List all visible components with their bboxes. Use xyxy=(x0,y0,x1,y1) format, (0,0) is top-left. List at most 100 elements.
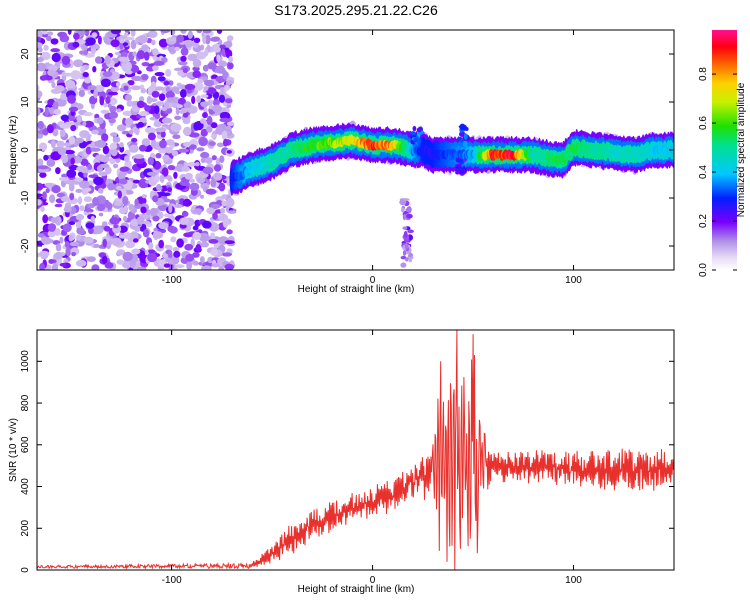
spectrogram-noise-cell xyxy=(66,169,77,178)
spectrogram-noise-cell xyxy=(102,238,108,248)
spectrogram-noise-cell xyxy=(198,261,207,266)
spectrogram-noise-cell xyxy=(105,96,111,104)
spectrogram-noise-cell xyxy=(78,180,90,189)
spectrogram-noise-cell xyxy=(83,196,93,203)
spectrogram-noise-cell xyxy=(50,38,59,45)
spectrogram-noise-cell xyxy=(104,55,112,65)
spectrogram-noise-cell xyxy=(183,126,192,136)
spectrogram-noise-cell xyxy=(193,260,199,266)
spectrogram-noise-cell xyxy=(196,147,205,152)
spectrogram-noise-cell xyxy=(119,166,130,172)
spectrogram-noise-cell xyxy=(204,48,209,57)
spectrogram-noise-cell xyxy=(50,217,58,224)
spectrogram-noise-cell xyxy=(94,84,105,92)
spectrogram-noise-cell xyxy=(141,61,150,67)
spectrogram-noise-cell xyxy=(45,188,50,194)
spectrogram-noise-cell xyxy=(47,223,57,232)
spectrogram-noise-cell xyxy=(46,159,56,167)
spectrogram-noise-cell xyxy=(151,90,160,98)
spectrogram-noise-cell xyxy=(37,120,44,130)
spectrogram-noise-cell xyxy=(70,157,75,165)
spectrogram-noise-cell xyxy=(207,62,217,70)
spectrogram-noise-cell xyxy=(208,141,216,147)
spectrogram-noise-cell xyxy=(37,62,47,72)
spectrogram-patch-cell xyxy=(400,262,407,268)
y-tick-label: 10 xyxy=(20,96,31,108)
spectrogram-noise-cell xyxy=(211,263,221,268)
spectrogram-noise-cell xyxy=(133,128,140,135)
spectrogram-noise-cell xyxy=(98,212,104,217)
x-tick-label: -100 xyxy=(162,275,182,286)
spectrogram-noise-cell xyxy=(164,244,170,249)
spectrogram-noise-cell xyxy=(192,231,201,240)
spectrogram-noise-cell xyxy=(154,105,160,115)
spectrogram-noise-cell xyxy=(147,30,158,38)
spectrogram-noise-cell xyxy=(124,155,130,163)
spectrogram-noise-cell xyxy=(210,178,217,188)
spectrogram-noise-cell xyxy=(137,35,148,44)
spectrogram-noise-cell xyxy=(206,125,213,133)
snr-series-line xyxy=(37,330,674,570)
spectrogram-noise-cell xyxy=(188,132,200,138)
spectrogram-noise-cell xyxy=(152,48,159,56)
spectrogram-noise-cell xyxy=(98,171,109,177)
y-tick-label: 0 xyxy=(20,147,31,153)
spectrogram-patch-cell xyxy=(402,226,408,230)
spectrogram-patch-cell xyxy=(460,139,464,143)
spectrogram-noise-cell xyxy=(139,144,147,152)
spectrogram-noise-cell xyxy=(119,142,124,148)
spectrogram-noise-cell xyxy=(40,206,45,212)
spectrogram-noise-cell xyxy=(57,147,67,156)
spectrogram-noise-cell xyxy=(119,145,125,153)
spectrogram-noise-cell xyxy=(128,129,134,135)
spectrogram-noise-cell xyxy=(123,205,128,214)
spectrogram-noise-cell xyxy=(213,43,222,53)
spectrogram-noise-cell xyxy=(85,37,96,46)
spectrogram-noise-cell xyxy=(83,172,88,178)
spectrogram-noise-cell xyxy=(61,155,69,164)
spectrogram-noise-cell xyxy=(122,110,134,116)
spectrogram-noise-cell xyxy=(226,35,234,42)
spectrogram-noise-cell xyxy=(109,142,118,150)
spectrogram-noise-cell xyxy=(176,238,184,248)
spectrogram-noise-cell xyxy=(136,196,147,206)
spectrogram-noise-cell xyxy=(84,30,90,37)
spectrogram-noise-cell xyxy=(95,56,103,64)
spectrogram-noise-cell xyxy=(182,112,189,118)
spectrogram-noise-cell xyxy=(84,77,92,84)
spectrogram-noise-cell xyxy=(70,124,77,132)
spectrogram-noise-cell xyxy=(102,71,113,77)
spectrogram-noise-cell xyxy=(227,210,237,214)
spectrogram-noise-cell xyxy=(155,101,165,106)
spectrogram-noise-cell xyxy=(55,167,61,175)
spectrogram-noise-cell xyxy=(60,93,68,100)
spectrogram-noise-cell xyxy=(178,97,186,105)
spectrogram-noise-cell xyxy=(125,117,134,126)
spectrogram-noise-cell xyxy=(218,91,226,96)
spectrogram-noise-cell xyxy=(180,55,187,62)
colorbar-tick-label: 0.0 xyxy=(698,263,709,277)
spectrogram-noise-cell xyxy=(200,94,209,98)
spectrogram-noise-cell xyxy=(187,53,198,62)
spectrogram-noise-cell xyxy=(54,251,63,260)
spectrogram-noise-cell xyxy=(196,176,206,184)
spectrogram-noise-cell xyxy=(68,164,79,171)
spectrogram-noise-cell xyxy=(170,236,177,243)
y-tick-label: 1000 xyxy=(20,350,31,373)
spectrogram-noise-cell xyxy=(102,145,110,155)
spectrogram-noise-cell xyxy=(39,172,47,178)
spectrogram-noise-cell xyxy=(58,177,69,181)
spectrogram-noise-cell xyxy=(198,136,208,147)
spectrogram-noise-cell xyxy=(139,111,148,117)
spectrogram-noise-cell xyxy=(138,178,149,189)
spectrogram-patch-cell xyxy=(410,131,416,136)
spectrogram-noise-cell xyxy=(43,154,49,161)
spectrogram-noise-cell xyxy=(64,121,75,126)
spectrogram-noise-cell xyxy=(116,185,122,190)
spectrogram-noise-cell xyxy=(56,192,66,198)
spectrogram-noise-cell xyxy=(141,44,149,51)
spectrogram-noise-cell xyxy=(41,237,52,245)
spectrogram-noise-cell xyxy=(226,197,235,208)
spectrogram-noise-cell xyxy=(174,204,183,208)
spectrogram-noise-cell xyxy=(63,142,72,147)
